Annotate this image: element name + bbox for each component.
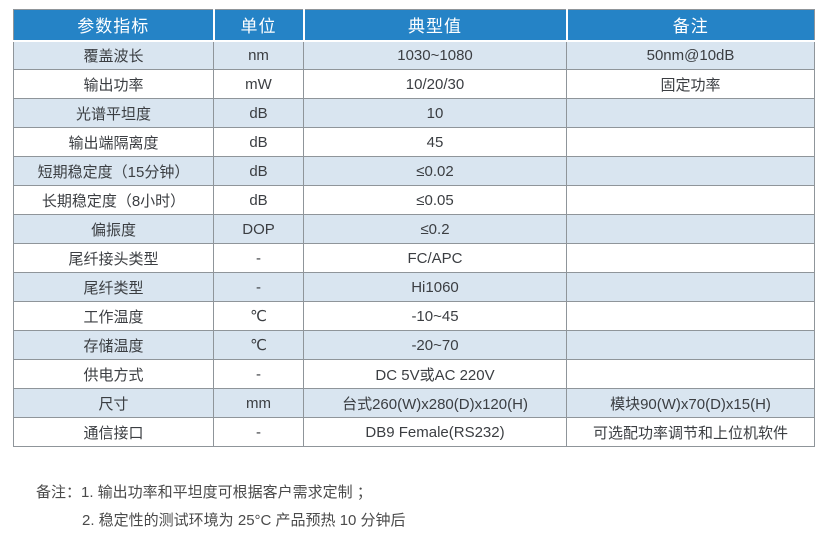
table-row: 尾纤接头类型 - FC/APC [13, 243, 815, 273]
unit-cell: mm [213, 388, 304, 418]
remark-cell [566, 243, 815, 273]
table-row: 通信接口 - DB9 Female(RS232) 可选配功率调节和上位机软件 [13, 417, 815, 447]
spec-table: 参数指标 单位 典型值 备注 覆盖波长 nm 1030~1080 50nm@10dB 输… [13, 9, 815, 447]
typical-value-cell: DB9 Female(RS232) [303, 417, 567, 447]
unit-cell: nm [213, 40, 304, 70]
header-typical: 典型值 [303, 9, 568, 42]
remark-cell [566, 156, 815, 186]
remark-cell [566, 214, 815, 244]
table-row: 偏振度 DOP ≤0.2 [13, 214, 815, 244]
table-row: 长期稳定度（8小时） dB ≤0.05 [13, 185, 815, 215]
typical-value-cell: 台式260(W)x280(D)x120(H) [303, 388, 567, 418]
remark-cell [566, 301, 815, 331]
parameter-cell: 尺寸 [13, 388, 214, 418]
table-row: 存储温度 ℃ -20~70 [13, 330, 815, 360]
table-row: 覆盖波长 nm 1030~1080 50nm@10dB [13, 40, 815, 70]
typical-value-cell: 45 [303, 127, 567, 157]
table-row: 输出功率 mW 10/20/30 固定功率 [13, 69, 815, 99]
table-row: 工作温度 ℃ -10~45 [13, 301, 815, 331]
parameter-cell: 工作温度 [13, 301, 214, 331]
unit-cell: dB [213, 185, 304, 215]
typical-value-cell: DC 5V或AC 220V [303, 359, 567, 389]
parameter-cell: 尾纤接头类型 [13, 243, 214, 273]
remark-cell: 可选配功率调节和上位机软件 [566, 417, 815, 447]
table-row: 尺寸 mm 台式260(W)x280(D)x120(H) 模块90(W)x70(D)x… [13, 388, 815, 418]
typical-value-cell: FC/APC [303, 243, 567, 273]
parameter-cell: 覆盖波长 [13, 40, 214, 70]
table-row: 输出端隔离度 dB 45 [13, 127, 815, 157]
parameter-cell: 供电方式 [13, 359, 214, 389]
remark-cell [566, 359, 815, 389]
unit-cell: - [213, 243, 304, 273]
unit-cell: dB [213, 98, 304, 128]
typical-value-cell: 10 [303, 98, 567, 128]
parameter-cell: 尾纤类型 [13, 272, 214, 302]
typical-value-cell: Hi1060 [303, 272, 567, 302]
header-row: 参数指标 单位 典型值 备注 [13, 9, 815, 42]
table-row: 供电方式 - DC 5V或AC 220V [13, 359, 815, 389]
table-row: 光谱平坦度 dB 10 [13, 98, 815, 128]
parameter-cell: 通信接口 [13, 417, 214, 447]
spec-table-header: 参数指标 单位 典型值 备注 [13, 9, 815, 42]
parameter-cell: 光谱平坦度 [13, 98, 214, 128]
header-parameter: 参数指标 [13, 9, 215, 42]
remark-cell: 模块90(W)x70(D)x15(H) [566, 388, 815, 418]
unit-cell: dB [213, 156, 304, 186]
remark-cell [566, 127, 815, 157]
parameter-cell: 存储温度 [13, 330, 214, 360]
spec-table-body: 覆盖波长 nm 1030~1080 50nm@10dB 输出功率 mW 10/20/30 固定… [13, 40, 815, 447]
footnotes: 备注：1. 输出功率和平坦度可根据客户需求定制 ； 2. 稳定性的测试环境为 2… [36, 479, 406, 535]
typical-value-cell: -10~45 [303, 301, 567, 331]
remark-cell [566, 98, 815, 128]
parameter-cell: 输出功率 [13, 69, 214, 99]
unit-cell: mW [213, 69, 304, 99]
parameter-cell: 短期稳定度（15分钟） [13, 156, 214, 186]
typical-value-cell: 1030~1080 [303, 40, 567, 70]
remark-cell [566, 272, 815, 302]
footnote-1: 备注：1. 输出功率和平坦度可根据客户需求定制 ； [36, 484, 372, 501]
remark-cell [566, 330, 815, 360]
header-remark: 备注 [566, 9, 815, 42]
remark-cell: 固定功率 [566, 69, 815, 99]
parameter-cell: 输出端隔离度 [13, 127, 214, 157]
unit-cell: - [213, 417, 304, 447]
table-row: 尾纤类型 - Hi1060 [13, 272, 815, 302]
unit-cell: - [213, 359, 304, 389]
table-row: 短期稳定度（15分钟） dB ≤0.02 [13, 156, 815, 186]
remark-cell: 50nm@10dB [566, 40, 815, 70]
typical-value-cell: -20~70 [303, 330, 567, 360]
parameter-cell: 长期稳定度（8小时） [13, 185, 214, 215]
unit-cell: - [213, 272, 304, 302]
unit-cell: DOP [213, 214, 304, 244]
unit-cell: ℃ [213, 330, 304, 360]
unit-cell: ℃ [213, 301, 304, 331]
typical-value-cell: ≤0.05 [303, 185, 567, 215]
typical-value-cell: ≤0.02 [303, 156, 567, 186]
remark-cell [566, 185, 815, 215]
typical-value-cell: 10/20/30 [303, 69, 567, 99]
typical-value-cell: ≤0.2 [303, 214, 567, 244]
header-unit: 单位 [213, 9, 305, 42]
unit-cell: dB [213, 127, 304, 157]
parameter-cell: 偏振度 [13, 214, 214, 244]
footnote-2: 2. 稳定性的测试环境为 25°C 产品预热 10 分钟后 [82, 512, 406, 529]
